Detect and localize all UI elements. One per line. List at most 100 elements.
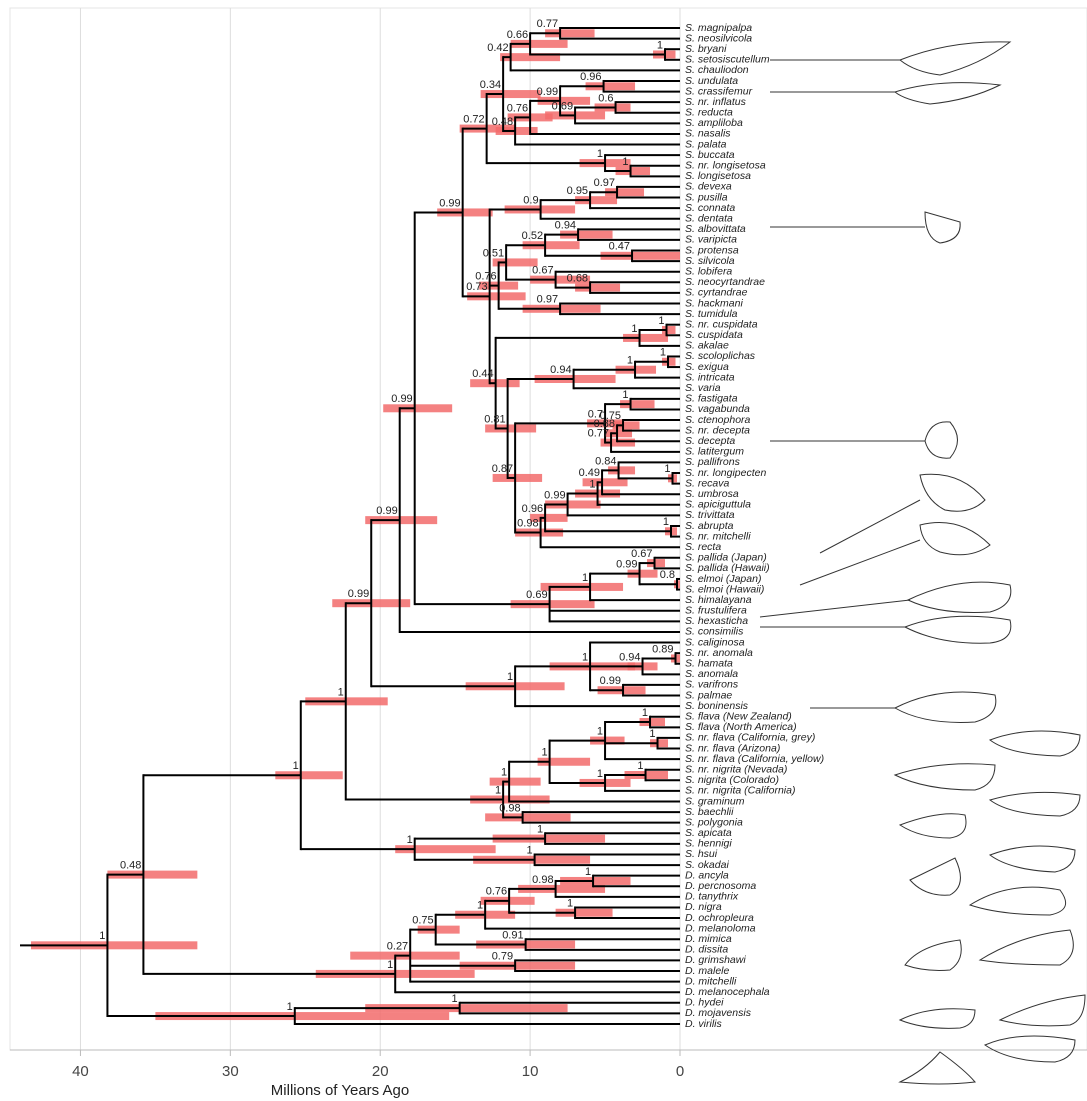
illustration xyxy=(990,846,1075,872)
illustration xyxy=(900,814,966,838)
support-label: 0.72 xyxy=(463,113,484,125)
hpd-bar xyxy=(485,424,536,432)
hpd-bar xyxy=(485,813,570,821)
leader-line xyxy=(760,600,910,617)
x-tick-label: 20 xyxy=(372,1063,389,1080)
illustration xyxy=(905,616,1011,643)
support-label: 0.9 xyxy=(523,194,538,206)
illustration xyxy=(920,474,985,511)
support-label: 0.47 xyxy=(609,241,630,253)
x-tick-label: 40 xyxy=(72,1063,89,1080)
support-label: 1 xyxy=(658,315,664,327)
illustration xyxy=(895,83,1000,104)
support-label: 1 xyxy=(597,768,603,780)
support-label: 1 xyxy=(452,993,458,1005)
support-label: 0.97 xyxy=(594,177,615,189)
support-label: 1 xyxy=(526,845,532,857)
support-label: 1 xyxy=(582,651,588,663)
illustration xyxy=(985,1036,1075,1062)
support-label: 1 xyxy=(660,347,666,359)
support-label: 0.77 xyxy=(537,18,558,30)
illustration xyxy=(1000,995,1085,1026)
support-label: 1 xyxy=(657,39,663,51)
support-label: 0.99 xyxy=(537,86,558,98)
support-label: 0.99 xyxy=(544,489,565,501)
support-label: 0.68 xyxy=(567,273,588,285)
support-label: 1 xyxy=(287,1001,293,1013)
support-label: 0.79 xyxy=(492,951,513,963)
illustration xyxy=(895,692,996,722)
support-label: 0.99 xyxy=(391,393,412,405)
support-label: 1 xyxy=(589,478,595,490)
support-label: 0.34 xyxy=(480,79,501,91)
support-label: 1 xyxy=(495,784,501,796)
illustration xyxy=(970,887,1066,915)
illustration xyxy=(980,930,1073,965)
support-label: 0.99 xyxy=(376,505,397,517)
support-label: 0.96 xyxy=(522,503,543,515)
support-label: 0.7 xyxy=(588,408,603,420)
support-label: 1 xyxy=(585,866,591,878)
support-label: 0.73 xyxy=(466,281,487,293)
illustration xyxy=(908,582,1011,612)
support-label: 0.52 xyxy=(522,230,543,242)
chart: S. magnipalpaS. neosilvicola0.77S. bryan… xyxy=(0,0,1087,1101)
support-label: 0.98 xyxy=(499,802,520,814)
support-label: 0.48 xyxy=(120,859,141,871)
support-label: 0.96 xyxy=(580,71,601,83)
support-label: 0.99 xyxy=(600,675,621,687)
support-label: 0.99 xyxy=(439,197,460,209)
support-label: 0.69 xyxy=(526,589,547,601)
illustration xyxy=(910,858,960,895)
support-label: 1 xyxy=(582,572,588,584)
support-label: 1 xyxy=(338,686,344,698)
support-label: 0.91 xyxy=(502,929,523,941)
support-label: 0.67 xyxy=(532,265,553,277)
support-label: 0.27 xyxy=(387,941,408,953)
support-label: 0.76 xyxy=(486,886,507,898)
support-label: 0.99 xyxy=(348,588,369,600)
support-label: 0.51 xyxy=(483,247,504,259)
leader-line xyxy=(820,500,920,553)
support-label: 1 xyxy=(627,355,633,367)
x-tick-label: 30 xyxy=(222,1063,239,1080)
support-label: 0.42 xyxy=(487,42,508,54)
support-label: 0.8 xyxy=(660,569,675,581)
support-label: 1 xyxy=(642,707,648,719)
hpd-bar xyxy=(383,404,452,412)
support-label: 0.87 xyxy=(492,463,513,475)
illustration xyxy=(905,940,961,970)
x-tick-label: 0 xyxy=(676,1063,684,1080)
support-label: 0.66 xyxy=(507,29,528,41)
support-label: 0.77 xyxy=(588,427,609,439)
support-label: 0.6 xyxy=(598,92,613,104)
support-label: 1 xyxy=(649,728,655,740)
illustration xyxy=(990,731,1080,756)
support-label: 1 xyxy=(293,760,299,772)
support-label: 1 xyxy=(622,389,628,401)
tip-label: D. virilis xyxy=(685,1018,722,1030)
support-label: 0.81 xyxy=(484,413,505,425)
support-label: 0.98 xyxy=(532,874,553,886)
leader-line xyxy=(800,540,920,585)
support-label: 0.49 xyxy=(579,467,600,479)
support-label: 1 xyxy=(567,898,573,910)
hpd-bar xyxy=(493,474,542,482)
support-label: 0.98 xyxy=(517,517,538,529)
support-label: 1 xyxy=(407,834,413,846)
support-label: 0.94 xyxy=(550,364,571,376)
support-label: 0.97 xyxy=(537,294,558,306)
illustration xyxy=(925,212,960,243)
branches xyxy=(20,27,680,1025)
support-label: 0.75 xyxy=(412,915,433,927)
support-label: 0.76 xyxy=(507,102,528,114)
support-label: 1 xyxy=(637,760,643,772)
support-label: 1 xyxy=(631,323,637,335)
illustration xyxy=(900,1052,975,1084)
illustration xyxy=(900,42,1010,75)
support-label: 0.89 xyxy=(652,643,673,655)
support-label: 1 xyxy=(387,959,393,971)
x-tick-label: 10 xyxy=(522,1063,539,1080)
support-label: 1 xyxy=(501,767,507,779)
support-label: 1 xyxy=(622,156,628,168)
